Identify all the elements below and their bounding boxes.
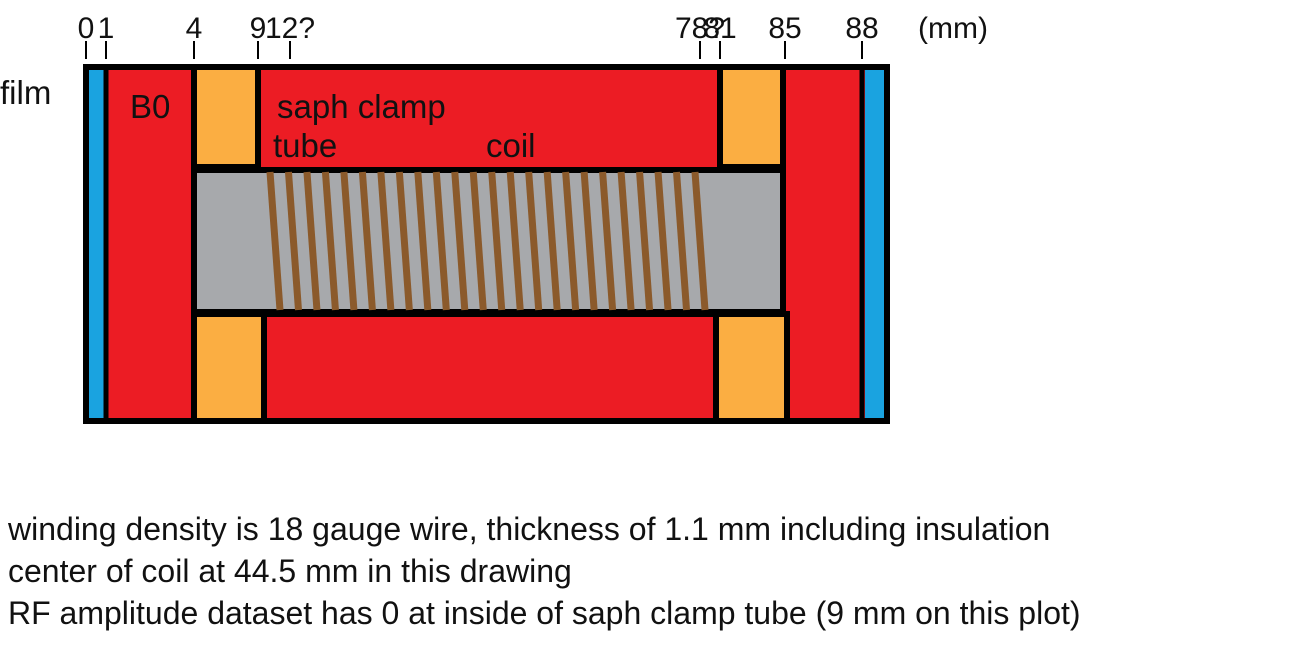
scale-tick-label: 81 [703, 12, 736, 45]
clamp-block-bottom-right [713, 311, 790, 424]
coil-turn [543, 171, 561, 311]
note-rf-dataset: RF amplitude dataset has 0 at inside of … [8, 595, 1081, 631]
coil-turn [636, 171, 654, 311]
note-coil-center: center of coil at 44.5 mm in this drawin… [8, 553, 572, 589]
scale-ticks: 0 1 4 912? 78?81 85 88 [78, 12, 879, 59]
coil-turn [654, 171, 672, 311]
coil-turn [506, 171, 524, 311]
scale-tick-label: 78? [675, 12, 725, 45]
coil-turn [469, 171, 487, 311]
clamp-block-top-left [191, 64, 261, 170]
coil-turn [395, 171, 413, 311]
b0-label: B0 [130, 88, 170, 125]
cross-section-diagram: 0 1 4 912? 78?81 85 88 (mm) film B0 saph clamp… [0, 12, 988, 424]
scale-tick-label: 9 [250, 12, 267, 45]
coil-windings [266, 171, 709, 311]
coil-turn [377, 171, 395, 311]
film-label: film [0, 74, 51, 111]
coil-turn [303, 171, 321, 311]
film-strip-left [89, 70, 105, 418]
note-winding-density: winding density is 18 gauge wire, thickn… [8, 511, 1051, 547]
film-strip-right [865, 70, 884, 418]
tube-label: tube [273, 127, 337, 164]
coil-turn [432, 171, 450, 311]
coil-label: coil [486, 127, 536, 164]
clamp-block-bottom-left [191, 311, 267, 424]
coil-turn [599, 171, 617, 311]
scale-tick-label: 0 [78, 12, 95, 45]
coil-turn [673, 171, 691, 311]
coil-turn [321, 171, 339, 311]
scale-tick-label: 85 [768, 12, 801, 45]
saph-clamp-bottom [261, 311, 719, 424]
coil-turn [284, 171, 302, 311]
coil-turn [340, 171, 358, 311]
coil-turn [562, 171, 580, 311]
notes-list: winding density is 18 gauge wire, thickn… [8, 508, 1081, 634]
coil-turn [488, 171, 506, 311]
saph-clamp-label: saph clamp [277, 88, 446, 125]
scale-unit-label: (mm) [918, 12, 988, 45]
coil-turn [525, 171, 543, 311]
scale-tick-label: 4 [186, 12, 203, 45]
scale-tick-label: 12? [265, 12, 315, 45]
clamp-block-top-right [717, 64, 786, 170]
coil-turn [580, 171, 598, 311]
scale-tick-label: 88 [845, 12, 878, 45]
scale-tick-label: 1 [98, 12, 115, 45]
coil-turn [691, 171, 709, 311]
coil-turn [266, 171, 284, 311]
coil-turn [358, 171, 376, 311]
coil-turn [451, 171, 469, 311]
coil-turn [414, 171, 432, 311]
coil-turn [617, 171, 635, 311]
